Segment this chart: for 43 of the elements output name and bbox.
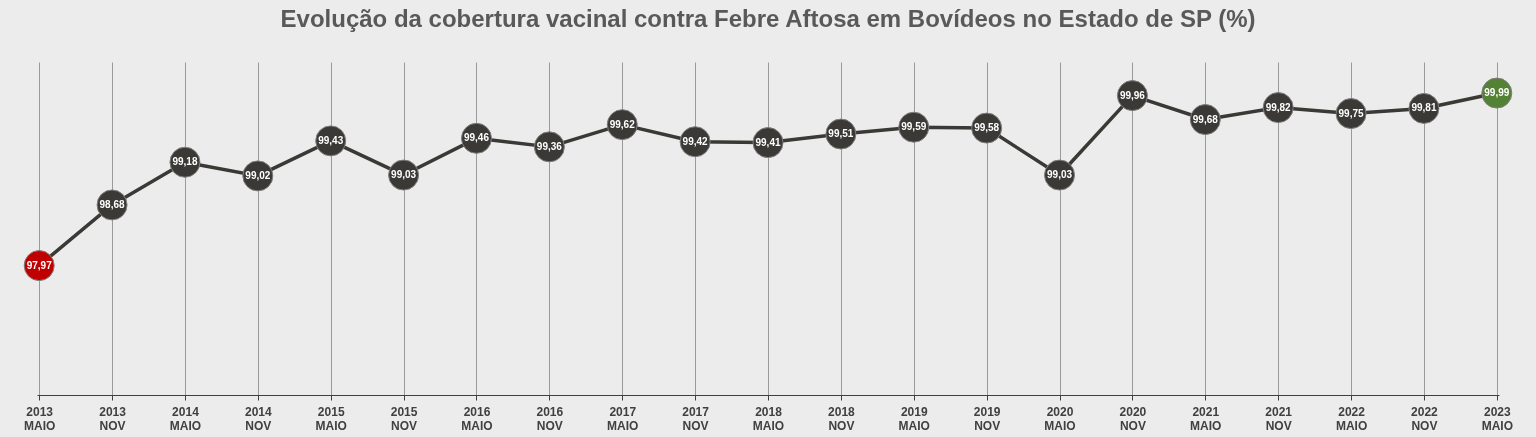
data-label: 99,75 bbox=[1338, 107, 1364, 119]
data-label: 99,82 bbox=[1265, 101, 1292, 113]
x-tick-label: 2017 MAIO bbox=[607, 404, 639, 433]
data-label: 99,02 bbox=[245, 169, 271, 181]
data-label: 98,68 bbox=[99, 198, 126, 210]
data-label: 99,43 bbox=[318, 134, 344, 146]
x-tick-label: 2014 MAIO bbox=[169, 404, 202, 433]
data-label: 99,03 bbox=[1047, 169, 1073, 181]
data-label: 99,62 bbox=[609, 118, 636, 130]
x-tick-label: 2017 NOV bbox=[682, 404, 710, 433]
data-label: 99,68 bbox=[1192, 113, 1219, 125]
data-label: 99,18 bbox=[172, 156, 198, 168]
x-tick-label: 2015 MAIO bbox=[315, 404, 347, 433]
data-label: 99,03 bbox=[391, 169, 417, 181]
data-label: 99,58 bbox=[974, 122, 1000, 134]
x-tick-label: 2013 NOV bbox=[99, 404, 127, 433]
x-tick-label: 2018 MAIO bbox=[752, 404, 785, 433]
x-tick-label: 2021 MAIO bbox=[1190, 404, 1222, 433]
data-label: 99,96 bbox=[1119, 89, 1146, 101]
x-tick-label: 2021 NOV bbox=[1265, 404, 1293, 433]
x-tick-label: 2014 NOV bbox=[244, 404, 272, 433]
data-label: 97,97 bbox=[26, 259, 53, 271]
data-label: 99,59 bbox=[901, 121, 927, 133]
x-tick-label: 2019 NOV bbox=[973, 404, 1001, 433]
chart-title: Evolução da cobertura vacinal contra Febre Aftosa em Bovídeos no Estado de SP (%) bbox=[280, 5, 1256, 32]
data-label: 99,46 bbox=[463, 132, 490, 144]
data-label: 99,99 bbox=[1484, 87, 1510, 99]
data-label: 99,36 bbox=[536, 140, 563, 152]
x-tick-label: 2022 NOV bbox=[1411, 404, 1439, 433]
data-label: 99,42 bbox=[682, 135, 709, 147]
x-tick-label: 2016 NOV bbox=[536, 404, 564, 433]
x-tick-label: 2019 MAIO bbox=[898, 404, 930, 433]
x-tick-label: 2022 MAIO bbox=[1335, 404, 1368, 433]
data-label: 99,41 bbox=[755, 136, 781, 148]
data-label: 99,51 bbox=[828, 128, 854, 140]
x-tick-label: 2013 MAIO bbox=[24, 404, 56, 433]
x-tick-label: 2016 MAIO bbox=[461, 404, 493, 433]
x-tick-label: 2018 NOV bbox=[828, 404, 856, 433]
data-label: 99,81 bbox=[1411, 102, 1437, 114]
x-tick-label: 2020 NOV bbox=[1119, 404, 1147, 433]
x-tick-label: 2015 NOV bbox=[390, 404, 418, 433]
x-tick-label: 2020 MAIO bbox=[1044, 404, 1076, 433]
x-tick-label: 2023 MAIO bbox=[1481, 404, 1513, 433]
